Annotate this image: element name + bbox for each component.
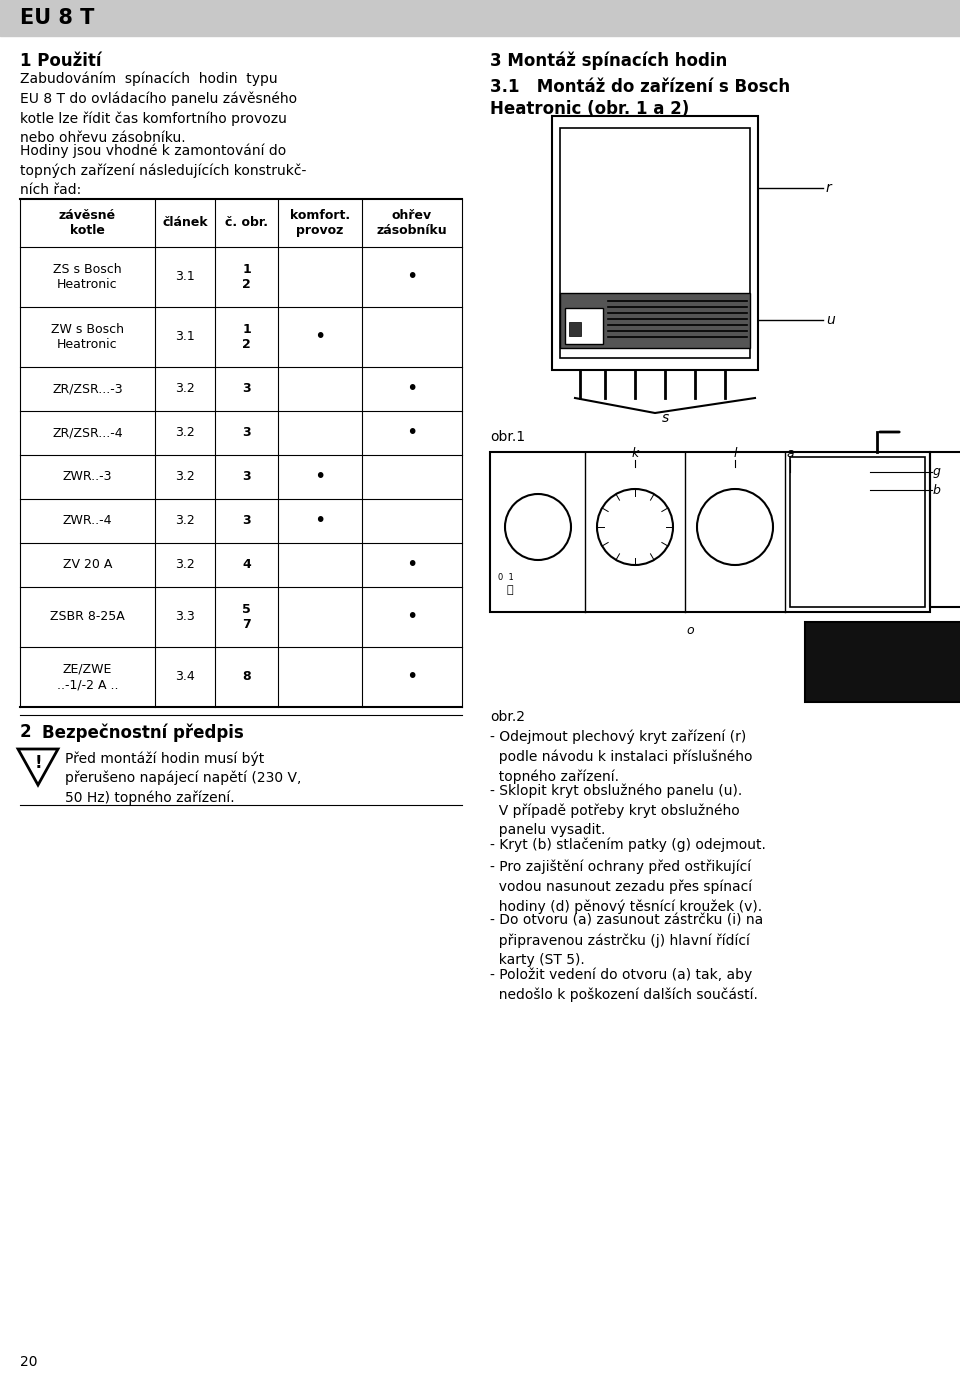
Text: •: •: [406, 423, 418, 442]
Text: - Odejmout plechový kryt zařízení (r)
  podle návodu k instalaci příslušného
  t: - Odejmout plechový kryt zařízení (r) po…: [490, 730, 753, 783]
Text: k: k: [632, 447, 638, 460]
Text: r: r: [826, 181, 831, 195]
Text: g: g: [933, 466, 941, 478]
Bar: [560, 128, 750, 359]
Text: l: l: [733, 447, 736, 460]
Text: •: •: [406, 379, 418, 398]
Text: 20: 20: [20, 1355, 37, 1369]
Text: •: •: [314, 467, 325, 486]
Text: 8: 8: [242, 671, 251, 683]
Text: EU 8 T: EU 8 T: [20, 8, 94, 27]
Text: •: •: [406, 607, 418, 627]
Text: u: u: [826, 313, 835, 327]
Text: a: a: [786, 447, 794, 460]
Text: - Kryt (b) stlačením patky (g) odejmout.: - Kryt (b) stlačením patky (g) odejmout.: [490, 838, 766, 852]
Text: 3: 3: [242, 470, 251, 484]
Text: ZWR..-4: ZWR..-4: [62, 514, 112, 528]
Text: ZR/ZSR...-4: ZR/ZSR...-4: [52, 426, 123, 440]
Text: ZWR..-3: ZWR..-3: [62, 470, 112, 484]
Text: obr.2: obr.2: [490, 710, 525, 724]
Bar: [560, 293, 750, 348]
Text: 1
2: 1 2: [242, 262, 251, 291]
Text: •: •: [406, 268, 418, 287]
Text: č. obr.: č. obr.: [225, 217, 268, 229]
Text: 3.3: 3.3: [175, 610, 195, 624]
Text: ZW s Bosch
Heatronic: ZW s Bosch Heatronic: [51, 323, 124, 350]
Text: 4: 4: [242, 558, 251, 572]
Text: Před montáží hodin musí být
přerušeno napájecí napětí (230 V,
50 Hz) topného zař: Před montáží hodin musí být přerušeno na…: [65, 752, 301, 805]
Bar: [0, 0, 960, 36]
Text: - Sklopit kryt obslužného panelu (u).
  V případě potřeby kryt obslužného
  pane: - Sklopit kryt obslužného panelu (u). V …: [490, 785, 742, 837]
Text: Hodiny jsou vhodné k zamontování do
topných zařízení následujících konstrukč-
ní: Hodiny jsou vhodné k zamontování do topn…: [20, 144, 306, 196]
Text: ZV 20 A: ZV 20 A: [62, 558, 112, 572]
Text: •: •: [406, 668, 418, 687]
Text: •: •: [314, 327, 325, 346]
Bar: [490, 452, 930, 611]
Bar: [552, 115, 758, 370]
Bar: [805, 622, 960, 702]
Text: - Položit vedení do otvoru (a) tak, aby
  nedošlo k poškození dalších součástí.: - Položit vedení do otvoru (a) tak, aby …: [490, 969, 757, 1002]
Bar: [569, 322, 581, 337]
Text: závěsné
kotle: závěsné kotle: [59, 209, 116, 236]
Text: článek: článek: [162, 217, 207, 229]
Text: ⏰: ⏰: [507, 585, 514, 595]
Text: b: b: [933, 484, 941, 496]
Bar: [930, 452, 960, 607]
Text: 3.1: 3.1: [175, 331, 195, 344]
Text: 3.1   Montáž do zařízení s Bosch: 3.1 Montáž do zařízení s Bosch: [490, 78, 790, 96]
Text: 3: 3: [242, 514, 251, 528]
Text: 0  1: 0 1: [498, 573, 514, 581]
Text: 2: 2: [20, 723, 32, 741]
Text: 3: 3: [242, 382, 251, 396]
Text: •: •: [314, 511, 325, 530]
Text: Zabudováním  spínacích  hodin  typu
EU 8 T do ovládacího panelu závěsného
kotle : Zabudováním spínacích hodin typu EU 8 T …: [20, 71, 298, 144]
Text: 3.4: 3.4: [175, 671, 195, 683]
Text: ZS s Bosch
Heatronic: ZS s Bosch Heatronic: [53, 262, 122, 291]
Text: 3.1: 3.1: [175, 271, 195, 283]
Text: 3.2: 3.2: [175, 558, 195, 572]
Text: - Pro zajištění ochrany před ostřikující
  vodou nasunout zezadu přes spínací
  : - Pro zajištění ochrany před ostřikující…: [490, 860, 762, 914]
Text: ZE/ZWE
..-1/-2 A ..: ZE/ZWE ..-1/-2 A ..: [57, 664, 118, 691]
Bar: [790, 458, 925, 607]
Text: !: !: [35, 754, 42, 772]
Text: 1 Použití: 1 Použití: [20, 52, 102, 70]
Text: ZR/ZSR...-3: ZR/ZSR...-3: [52, 382, 123, 396]
Text: 3: 3: [242, 426, 251, 440]
Text: ohřev
zásobníku: ohřev zásobníku: [376, 209, 447, 236]
Text: 3 Montáž spínacích hodin: 3 Montáž spínacích hodin: [490, 52, 728, 70]
Text: 5
7: 5 7: [242, 603, 251, 631]
Text: obr.1: obr.1: [490, 430, 525, 444]
Text: komfort.
provoz: komfort. provoz: [290, 209, 350, 236]
Text: Bezpečnostní předpis: Bezpečnostní předpis: [42, 723, 244, 742]
Text: 3.2: 3.2: [175, 514, 195, 528]
Bar: [565, 308, 603, 344]
Text: - Do otvoru (a) zasunout zástrčku (i) na
  připravenou zástrčku (j) hlavní řídíc: - Do otvoru (a) zasunout zástrčku (i) na…: [490, 914, 763, 967]
Text: o: o: [686, 624, 694, 638]
Text: •: •: [406, 555, 418, 574]
Text: Heatronic (obr. 1 a 2): Heatronic (obr. 1 a 2): [490, 100, 689, 118]
Text: 3.2: 3.2: [175, 382, 195, 396]
Text: 3.2: 3.2: [175, 470, 195, 484]
Text: s: s: [661, 411, 668, 425]
Text: 1
2: 1 2: [242, 323, 251, 350]
Text: ZSBR 8-25A: ZSBR 8-25A: [50, 610, 125, 624]
Text: 3.2: 3.2: [175, 426, 195, 440]
